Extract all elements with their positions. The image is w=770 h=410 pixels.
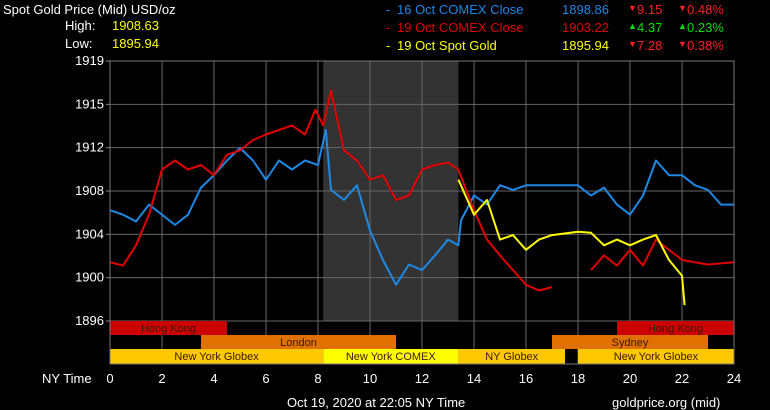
arrow-down-icon: ▼ xyxy=(628,3,637,13)
session-label: NY Globex xyxy=(485,351,538,363)
chart-title: Spot Gold Price (Mid) USD/oz xyxy=(3,2,176,17)
session-bar xyxy=(110,349,324,364)
y-tick-label: 1915 xyxy=(75,96,104,111)
y-tick-label: 1896 xyxy=(75,313,104,328)
x-tick-label: 0 xyxy=(106,371,113,386)
high-label: High: xyxy=(65,18,96,33)
y-tick-label: 1919 xyxy=(75,53,104,68)
legend-change: 9.15 xyxy=(637,2,663,17)
y-tick-label: 1908 xyxy=(75,183,104,198)
legend-change-pct: 0.23% xyxy=(687,20,724,35)
session-label: New York Globex xyxy=(174,351,259,363)
x-tick-label: 4 xyxy=(210,371,217,386)
y-tick-label: 1904 xyxy=(75,226,104,241)
arrow-down-icon: ▼ xyxy=(678,3,687,13)
low-value: 1895.94 xyxy=(112,36,159,51)
session-label: Hong Kong xyxy=(648,323,703,335)
series-line-3 xyxy=(457,179,686,306)
y-tick-label: 1900 xyxy=(75,270,104,285)
x-tick-label: 22 xyxy=(675,371,689,386)
arrow-down-icon: ▼ xyxy=(678,39,687,49)
x-tick-label: 18 xyxy=(571,371,585,386)
arrow-up-icon: ▲ xyxy=(678,21,687,31)
x-tick-label: 8 xyxy=(314,371,321,386)
session-label: New York Globex xyxy=(614,351,699,363)
x-tick-label: 20 xyxy=(623,371,637,386)
x-tick-label: 6 xyxy=(262,371,269,386)
session-bar xyxy=(201,335,396,349)
session-bar xyxy=(578,349,734,364)
x-tick-label: 16 xyxy=(519,371,533,386)
session-bar xyxy=(323,349,459,364)
session-label: Sydney xyxy=(612,337,649,349)
session-bar xyxy=(458,349,565,364)
high-value: 1908.63 xyxy=(112,18,159,33)
legend-dash: - xyxy=(386,2,391,17)
timestamp: Oct 19, 2020 at 22:05 NY Time xyxy=(287,395,466,410)
x-tick-label: 14 xyxy=(467,371,481,386)
session-label: London xyxy=(280,337,317,349)
legend-label: 16 Oct COMEX Close xyxy=(397,2,524,17)
legend-change: 7.28 xyxy=(637,38,663,53)
legend-label: 19 Oct COMEX Close xyxy=(397,20,524,35)
y-tick-label: 1912 xyxy=(75,140,104,155)
legend-price: 1903.22 xyxy=(562,20,609,35)
session-bar xyxy=(552,335,708,349)
legend-change: 4.37 xyxy=(637,20,663,35)
arrow-down-icon: ▼ xyxy=(628,39,637,49)
legend-label: 19 Oct Spot Gold xyxy=(397,38,497,53)
x-tick-label: 10 xyxy=(363,371,377,386)
legend-dash: - xyxy=(386,38,391,53)
x-axis-label: NY Time xyxy=(42,371,92,386)
x-tick-label: 2 xyxy=(158,371,165,386)
legend-price: 1895.94 xyxy=(562,38,609,53)
source-link[interactable]: goldprice.org (mid) xyxy=(612,395,721,410)
low-label: Low: xyxy=(65,36,93,51)
series-line-2 xyxy=(109,89,735,292)
legend-change-pct: 0.48% xyxy=(687,2,724,17)
legend-dash: - xyxy=(386,20,391,35)
legend-price: 1898.86 xyxy=(562,2,609,17)
session-label: New York COMEX xyxy=(346,351,437,363)
arrow-up-icon: ▲ xyxy=(628,21,637,31)
plot-frame xyxy=(109,60,735,365)
session-bar xyxy=(110,321,227,335)
legend-change-pct: 0.38% xyxy=(687,38,724,53)
x-tick-label: 24 xyxy=(727,371,741,386)
session-bar xyxy=(617,321,734,335)
session-label: Hong Kong xyxy=(141,323,196,335)
x-tick-label: 12 xyxy=(415,371,429,386)
